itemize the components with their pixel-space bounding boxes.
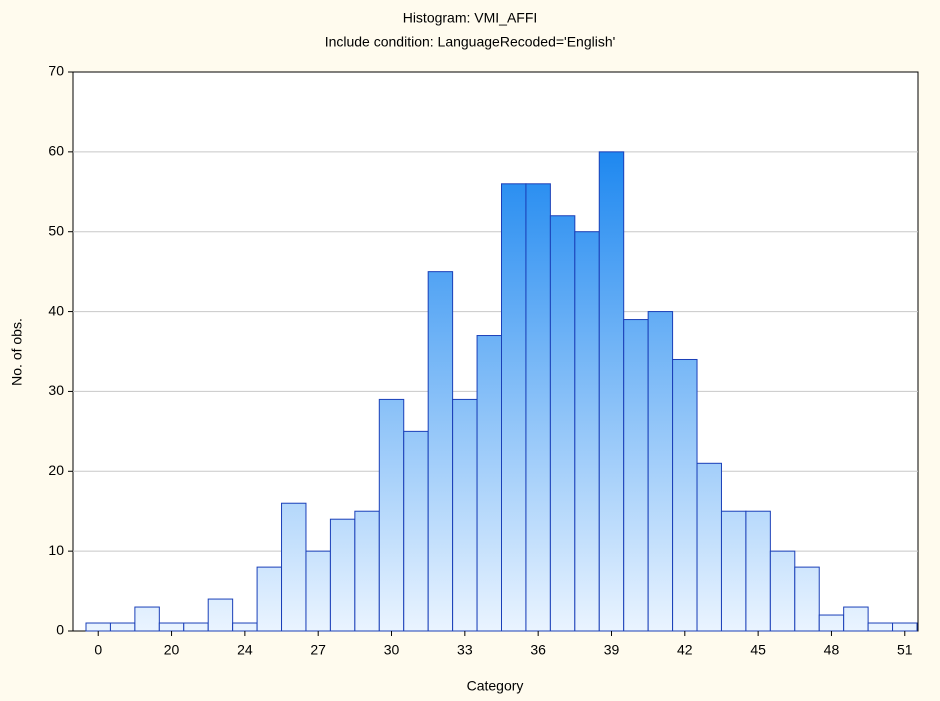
bar — [696, 462, 722, 632]
bar — [85, 622, 111, 632]
bar — [134, 606, 160, 632]
bar — [623, 319, 649, 632]
chart-title: Histogram: VMI_AFFI — [403, 10, 538, 26]
bar — [892, 622, 918, 632]
bar — [403, 430, 429, 632]
bar — [574, 231, 600, 632]
x-tick-label: 30 — [384, 642, 400, 658]
x-tick-label: 36 — [530, 642, 546, 658]
y-tick-label: 10 — [48, 542, 64, 558]
x-tick-label: 24 — [237, 642, 253, 658]
bar — [476, 335, 503, 632]
bar — [769, 550, 796, 632]
bar — [207, 598, 234, 632]
x-tick-label: 48 — [824, 642, 840, 658]
x-tick-label: 39 — [604, 642, 620, 658]
bar — [305, 550, 331, 632]
y-axis-label: No. of obs. — [9, 318, 25, 386]
bar — [549, 215, 576, 632]
y-tick-label: 20 — [48, 462, 64, 478]
bar — [452, 398, 478, 632]
bar — [281, 502, 307, 632]
bar — [867, 622, 894, 632]
bar — [794, 566, 820, 632]
bar — [158, 622, 185, 632]
chart-subtitle: Include condition: LanguageRecoded='Engl… — [325, 34, 616, 50]
bar — [501, 183, 527, 632]
bar — [525, 183, 551, 632]
x-tick-label: 51 — [897, 642, 913, 658]
x-tick-label: 0 — [94, 642, 102, 658]
bar — [598, 151, 625, 632]
x-tick-label: 42 — [677, 642, 693, 658]
bar — [109, 622, 136, 632]
y-tick-label: 70 — [48, 63, 64, 79]
y-tick-label: 60 — [48, 143, 64, 159]
bar — [427, 271, 454, 632]
x-axis-label: Category — [467, 678, 524, 694]
x-tick-label: 20 — [164, 642, 180, 658]
x-tick-label: 33 — [457, 642, 473, 658]
y-tick-label: 30 — [48, 382, 64, 398]
bar — [647, 311, 674, 632]
bar — [183, 622, 209, 632]
bar — [354, 510, 380, 632]
y-tick-label: 50 — [48, 222, 64, 238]
y-tick-label: 40 — [48, 302, 64, 318]
bar — [720, 510, 747, 632]
bar — [378, 398, 405, 632]
bar — [745, 510, 771, 632]
x-tick-label: 27 — [310, 642, 326, 658]
bar — [843, 606, 869, 632]
x-tick-label: 45 — [750, 642, 766, 658]
y-tick-label: 0 — [56, 622, 64, 638]
bar — [256, 566, 283, 632]
bar — [672, 358, 698, 632]
bar — [329, 518, 356, 632]
bar — [232, 622, 258, 632]
bar — [818, 614, 845, 632]
